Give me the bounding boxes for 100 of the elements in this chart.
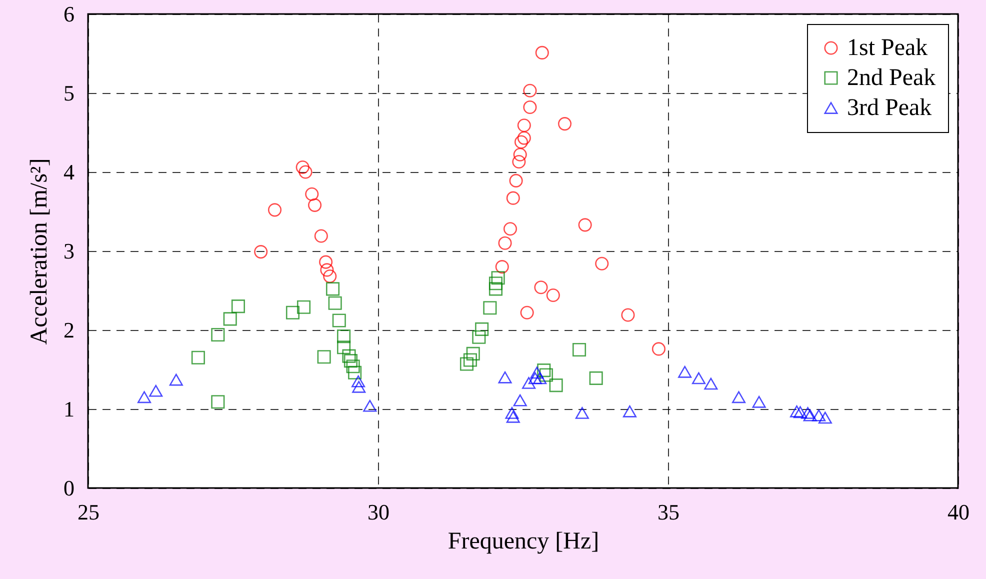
point: [513, 148, 527, 162]
point: [305, 187, 319, 201]
point: [549, 378, 563, 392]
point: [692, 372, 706, 384]
point: [328, 296, 342, 310]
point: [296, 300, 311, 314]
point: [528, 372, 542, 384]
point: [512, 154, 526, 168]
point: [475, 322, 489, 336]
point: [533, 372, 547, 384]
point: [704, 378, 718, 390]
legend-label: 1st Peak: [847, 35, 928, 61]
y-axis-title: Acceleration [m/s²]: [26, 158, 52, 345]
point: [308, 198, 322, 212]
point: [342, 349, 356, 363]
y-tick-label: 5: [64, 80, 74, 106]
point: [314, 229, 328, 243]
point: [523, 84, 537, 98]
point: [506, 191, 520, 205]
point: [298, 165, 312, 179]
x-tick-label: 25: [78, 500, 100, 524]
y-tick-label: 2: [64, 318, 74, 342]
point: [503, 222, 518, 236]
point: [495, 260, 509, 274]
point: [621, 308, 635, 322]
point: [520, 306, 534, 320]
point: [812, 409, 826, 422]
point: [344, 354, 358, 368]
y-tick-label: 6: [64, 2, 74, 26]
point: [498, 371, 512, 384]
point: [803, 409, 817, 422]
point: [191, 350, 205, 364]
point: [801, 406, 815, 419]
point: [169, 374, 183, 386]
point: [818, 412, 832, 424]
point: [488, 282, 503, 296]
x-axis-title: Frequency [Hz]: [448, 528, 600, 554]
point: [211, 328, 225, 342]
x-tick-label: 30: [368, 500, 390, 524]
point: [523, 100, 537, 114]
point: [231, 300, 245, 314]
point: [346, 360, 360, 374]
x-tick-label: 40: [948, 500, 970, 524]
point: [337, 330, 351, 344]
point: [506, 410, 520, 423]
point: [514, 135, 528, 149]
point: [348, 366, 362, 380]
point: [363, 400, 377, 412]
y-tick-label: 4: [64, 160, 74, 184]
point: [530, 366, 544, 379]
point: [491, 271, 505, 285]
point: [286, 306, 300, 320]
point: [466, 346, 480, 360]
point: [149, 384, 163, 397]
point: [752, 396, 766, 408]
point: [517, 131, 531, 145]
point: [211, 395, 225, 409]
point: [483, 301, 497, 315]
legend-label: 2nd Peak: [847, 65, 936, 91]
point: [537, 364, 551, 378]
point: [790, 405, 804, 418]
point: [558, 117, 572, 131]
point: [513, 394, 527, 406]
point: [319, 255, 333, 269]
point: [589, 371, 603, 385]
point: [488, 276, 503, 290]
point: [652, 342, 666, 356]
point: [505, 406, 519, 419]
point: [326, 282, 340, 296]
point: [575, 406, 589, 419]
point: [223, 312, 237, 326]
point: [522, 376, 536, 389]
point: [732, 391, 746, 404]
point: [352, 380, 366, 393]
point: [509, 174, 523, 188]
point: [317, 350, 331, 364]
point: [137, 391, 152, 404]
point: [517, 118, 531, 132]
point: [539, 368, 553, 382]
point: [460, 357, 474, 371]
point: [472, 330, 486, 344]
y-tick-label: 1: [64, 396, 74, 422]
point: [352, 375, 366, 388]
y-tick-label: 3: [64, 238, 74, 264]
point: [268, 203, 282, 217]
point: [578, 218, 592, 232]
point: [296, 160, 310, 174]
point: [498, 236, 512, 250]
x-tick-label: 35: [658, 500, 680, 524]
point: [332, 314, 346, 328]
point: [546, 288, 560, 302]
point: [534, 280, 548, 294]
point: [337, 340, 351, 354]
y-tick-label: 0: [64, 476, 74, 500]
point: [595, 256, 609, 270]
point: [254, 245, 268, 259]
point: [793, 406, 808, 418]
legend-label: 3rd Peak: [847, 95, 932, 121]
point: [572, 342, 586, 357]
point: [622, 405, 636, 418]
